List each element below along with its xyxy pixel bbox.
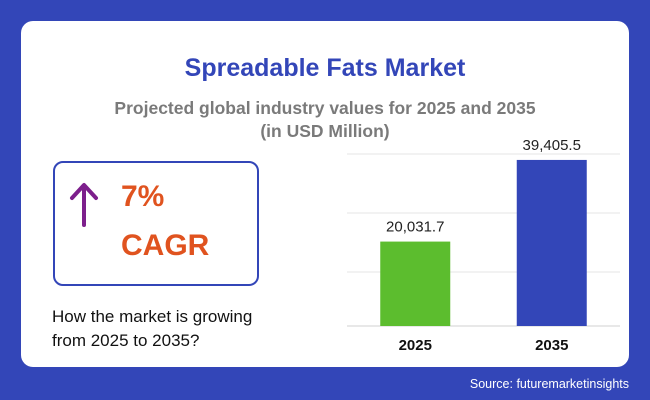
bar-2035 [516,159,587,326]
bar-2025 [380,241,451,326]
question-line-1: How the market is growing [52,307,253,326]
chart-card: Spreadable Fats Market Projected global … [21,21,629,367]
page-subtitle: Projected global industry values for 202… [21,97,629,143]
cagr-value: 7% [121,180,165,213]
source-note: Source: futuremarketinsights [469,377,629,391]
cagr-box: 7% CAGR [53,161,259,286]
chart-category-labels: 2025 2035 [399,337,569,354]
category-label-2035: 2035 [535,337,568,354]
arrow-up-icon [70,183,98,227]
growth-question: How the market is growing from 2025 to 2… [52,305,282,353]
value-label-2025: 20,031.7 [386,219,444,236]
question-line-2: from 2025 to 2035? [52,331,200,350]
subtitle-line-2: (in USD Million) [260,121,390,141]
value-label-2035: 39,405.5 [523,137,581,154]
chart-bars [380,159,587,326]
page-title: Spreadable Fats Market [184,54,466,82]
subtitle-line-1: Projected global industry values for 202… [114,98,536,118]
chart-value-labels: 20,031.7 39,405.5 [386,137,581,236]
cagr-label: CAGR [121,229,210,262]
category-label-2025: 2025 [399,337,432,354]
bar-chart: 20,031.7 39,405.5 2025 2035 [347,137,620,354]
